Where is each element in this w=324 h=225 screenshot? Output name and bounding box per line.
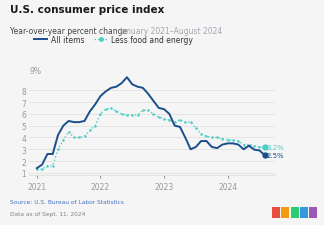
Bar (282, 207, 289, 218)
Bar (291, 207, 299, 218)
Bar (272, 207, 280, 218)
Text: Source: U.S. Bureau of Labor Statistics: Source: U.S. Bureau of Labor Statistics (10, 199, 123, 204)
Text: 2.5%: 2.5% (266, 153, 284, 158)
Text: Data as of Sept. 11, 2024: Data as of Sept. 11, 2024 (10, 212, 85, 216)
Text: Year-over-year percent change: Year-over-year percent change (10, 27, 127, 36)
Text: 9%: 9% (29, 67, 41, 76)
Legend: All items, Less food and energy: All items, Less food and energy (30, 32, 196, 47)
Text: January 2021–August 2024: January 2021–August 2024 (120, 27, 223, 36)
Bar (300, 207, 308, 218)
Text: U.S. consumer price index: U.S. consumer price index (10, 4, 164, 14)
Text: 3.2%: 3.2% (266, 144, 284, 150)
Bar (309, 207, 317, 218)
